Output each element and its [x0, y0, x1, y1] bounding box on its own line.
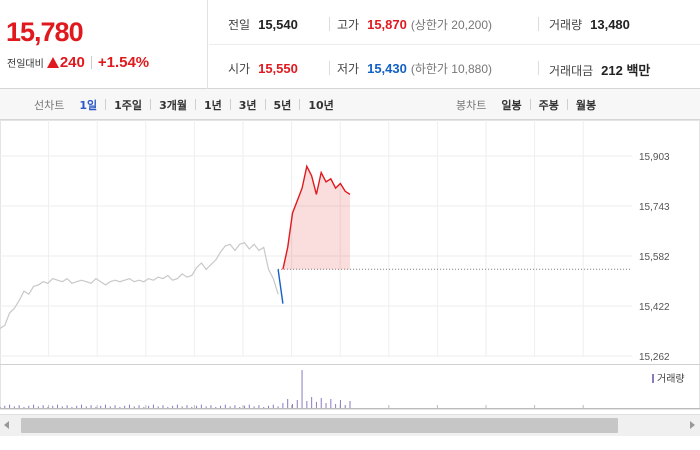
line-chart-periods: 선차트 1일 1주일 3개월 1년 3년 5년 10년	[34, 89, 335, 120]
stat-low: 저가 15,430 (하한가 10,880)	[337, 60, 492, 77]
divider	[538, 17, 539, 31]
stat-amount: 거래대금 212 백만	[549, 60, 650, 79]
stat-label: 고가	[337, 18, 360, 32]
chart-toolbar: 선차트 1일 1주일 3개월 1년 3년 5년 10년 봉차트 일봉 주봉 월봉	[0, 89, 700, 120]
y-tick-label: 15,582	[639, 252, 670, 263]
price-line-previous	[0, 241, 279, 330]
y-tick-label: 15,903	[639, 152, 670, 163]
change-row: 전일대비 240 +1.54%	[7, 54, 149, 71]
divider	[329, 17, 330, 31]
divider	[529, 99, 531, 110]
change-label: 전일대비	[7, 59, 44, 70]
stat-label: 시가	[228, 62, 251, 76]
y-tick-label: 15,422	[639, 302, 670, 313]
stat-value: 15,540	[258, 17, 298, 32]
scroll-left-icon[interactable]	[4, 421, 9, 429]
stat-volume: 거래량 13,480	[549, 16, 630, 33]
period-tab[interactable]: 10년	[308, 98, 334, 112]
divider	[105, 99, 107, 110]
change-amount: 240	[59, 54, 85, 71]
volume-legend-swatch	[652, 374, 654, 383]
stat-value: 13,480	[590, 17, 630, 32]
stat-label: 전일	[228, 18, 251, 32]
candle-tab[interactable]: 주봉	[538, 98, 559, 112]
y-tick-label: 15,743	[639, 202, 670, 213]
stat-value: 15,870	[367, 17, 407, 32]
divider	[566, 99, 568, 110]
stat-value: 212 백만	[601, 63, 651, 78]
chart-scrollbar[interactable]	[0, 414, 700, 436]
volume-legend-label: 거래량	[657, 373, 685, 385]
period-tab[interactable]: 1주일	[114, 98, 143, 112]
divider	[329, 61, 330, 75]
quote-header: 15,780 전일대비 240 +1.54% 전일 15,540 고가 15,8…	[0, 0, 700, 89]
price-area-up	[278, 166, 350, 270]
period-tab[interactable]: 1년	[203, 98, 222, 112]
stat-value: 15,430	[367, 61, 407, 76]
line-chart-title: 선차트	[34, 98, 65, 112]
scrollbar-thumb[interactable]	[21, 418, 618, 433]
divider	[209, 44, 700, 45]
divider	[538, 61, 539, 75]
divider	[194, 99, 196, 110]
stats-panel: 전일 15,540 고가 15,870 (상한가 20,200) 거래량 13,…	[209, 0, 700, 89]
stat-label: 저가	[337, 62, 360, 76]
candle-tab[interactable]: 일봉	[501, 98, 522, 112]
period-tab[interactable]: 5년	[273, 98, 292, 112]
change-percent: +1.54%	[97, 54, 150, 71]
divider	[299, 99, 301, 110]
y-tick-label: 15,262	[639, 352, 670, 363]
stat-high: 고가 15,870 (상한가 20,200)	[337, 16, 492, 33]
period-tab[interactable]: 3개월	[159, 98, 187, 112]
candle-chart-periods: 봉차트 일봉 주봉 월봉	[456, 89, 597, 120]
stat-lower-limit: (하한가 10,880)	[410, 62, 493, 76]
scroll-right-icon[interactable]	[690, 421, 695, 429]
stat-value: 15,550	[258, 61, 298, 76]
divider	[150, 99, 152, 110]
price-line-down	[277, 269, 284, 304]
divider	[90, 56, 92, 69]
stat-open: 시가 15,550	[228, 60, 298, 77]
price-chart-svg: 15,903 15,743 15,582 15,422 15,262 거래량	[0, 120, 700, 410]
up-triangle-icon	[46, 57, 59, 68]
divider	[229, 99, 231, 110]
stat-upper-limit: (상한가 20,200)	[410, 18, 493, 32]
intraday-chart[interactable]: 15,903 15,743 15,582 15,422 15,262 거래량	[0, 120, 700, 420]
stat-label: 거래대금	[549, 64, 594, 78]
current-price: 15,780	[6, 17, 84, 47]
current-price-panel: 15,780 전일대비 240 +1.54%	[0, 0, 208, 89]
candle-tab[interactable]: 월봉	[575, 98, 597, 112]
period-tab[interactable]: 3년	[238, 98, 257, 112]
stat-prev-close: 전일 15,540	[228, 16, 298, 33]
stat-label: 거래량	[549, 18, 583, 32]
candle-chart-title: 봉차트	[456, 98, 487, 112]
price-line-up	[282, 164, 351, 270]
divider	[264, 99, 266, 110]
period-tab[interactable]: 1일	[79, 98, 98, 112]
